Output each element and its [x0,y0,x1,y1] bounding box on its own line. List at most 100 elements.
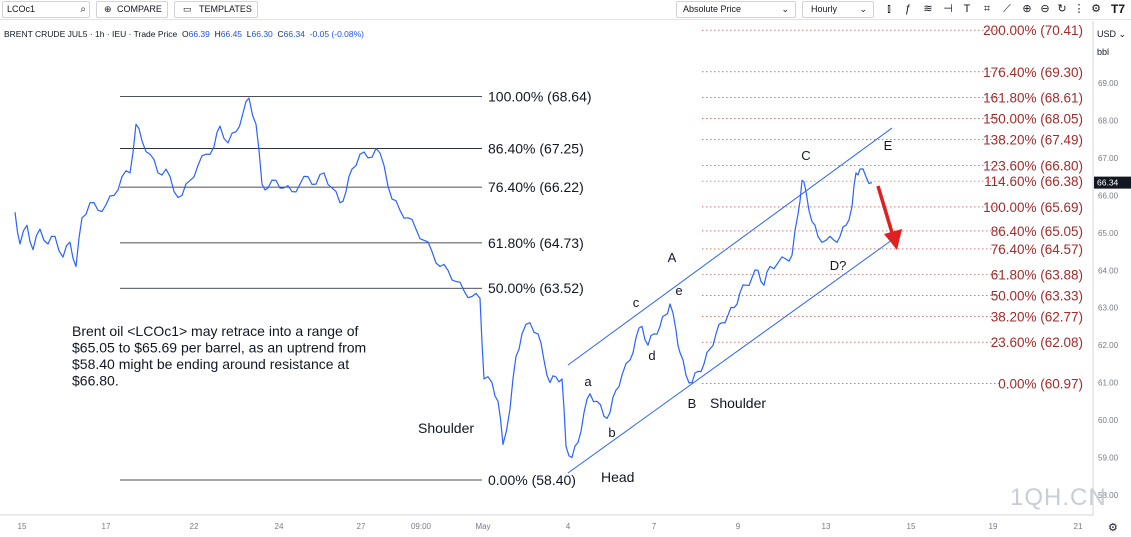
templates-button[interactable]: ▭ TEMPLATES [174,1,258,18]
compare-button[interactable]: ⊕ COMPARE [96,1,168,18]
low-label: L [246,29,252,39]
fib-left-label: 76.40% (66.22) [488,179,584,195]
x-tick-label: 24 [275,522,284,531]
y-tick-label: 69.00 [1098,79,1119,88]
annotation-text: $65.05 to $65.69 per barrel, as an uptre… [72,340,366,356]
x-tick-label: 4 [566,522,571,531]
y-tick-label: 67.00 [1098,154,1119,163]
y-tick-label: 64.00 [1098,266,1119,275]
wave-label: a [584,374,592,389]
wave-label: A [668,250,677,265]
price-type: Trade Price [133,29,178,39]
y-tick-label: 59.00 [1098,454,1119,463]
fib-left-label: 61.80% (64.73) [488,235,584,251]
fib-icon[interactable]: ⟋ [1003,3,1011,15]
pattern-label: Shoulder [710,395,766,411]
x-tick-label: 19 [989,522,998,531]
close-value: 66.34 [283,29,305,39]
annotation-text: $66.80. [72,373,119,389]
annotation-text: Brent oil <LCOc1> may retrace into a ran… [72,323,358,339]
text-icon[interactable]: T [963,3,971,15]
low-value: 66.30 [251,29,273,39]
unit-label: bbl [1097,47,1110,57]
fib-right-label: 200.00% (70.41) [983,23,1083,38]
x-tick-label: 15 [907,522,916,531]
wave-label: C [801,148,810,163]
y-tick-label: 61.00 [1098,379,1119,388]
search-icon[interactable]: ⌕ [80,4,86,15]
reset-icon[interactable]: ↻ [1057,3,1067,15]
x-tick-label: May [475,522,490,531]
fib-right-label: 0.00% (60.97) [998,377,1083,392]
wave-label: B [688,396,697,411]
last-price-value: 66.34 [1097,178,1119,188]
symbol-info-line: BRENT CRUDE JUL5 · 1h · IEU · Trade Pric… [4,29,365,39]
x-tick-label: 15 [18,522,27,531]
more-icon[interactable]: ⋮ [1073,3,1085,15]
down-arrow-shaft [876,185,895,237]
zoom-in-icon[interactable]: ⊕ [1022,3,1032,15]
indicators-icon[interactable]: ƒ [904,3,912,15]
y-tick-label: 65.00 [1098,229,1119,238]
wave-label: e [675,283,682,298]
fib-left-label: 100.00% (68.64) [488,88,592,104]
fib-right-label: 176.40% (69.30) [983,65,1083,80]
x-tick-label: 27 [357,522,366,531]
candles-icon[interactable]: ⫾ [887,3,891,15]
wave-icon[interactable]: ≋ [923,3,933,15]
fib-right-label: 161.80% (68.61) [983,91,1083,106]
x-tick-label: 22 [190,522,199,531]
fib-right-label: 138.20% (67.49) [983,133,1083,148]
fib-right-label: 50.00% (63.33) [991,288,1083,303]
compare-label: COMPARE [117,4,162,14]
wave-label: E [884,138,893,153]
interval-select[interactable]: Hourly ⌄ [802,1,874,18]
wave-label: b [608,425,615,440]
fib-left-label: 0.00% (58.40) [488,472,576,488]
pattern-label: Head [601,469,634,485]
y-tick-label: 63.00 [1098,304,1119,313]
channel-lower-line [567,239,893,474]
x-tick-label: 21 [1074,522,1083,531]
currency-select[interactable]: USD ⌄ [1097,29,1126,40]
x-tick-label: 7 [652,522,657,531]
price-mode-select[interactable]: Absolute Price ⌄ [676,1,796,18]
shapes-icon[interactable]: ⌗ [983,3,991,15]
chevron-down-icon: ⌄ [1118,29,1127,39]
down-arrow-head [884,229,902,250]
wave-label: d [648,348,655,363]
fib-right-label: 114.60% (66.38) [984,174,1083,189]
wave-label: D? [830,258,847,273]
y-tick-label: 60.00 [1098,416,1119,425]
x-tick-label: 9 [736,522,741,531]
price-chart[interactable]: 69.00 68.00 67.00 66.00 65.00 64.00 63.00 62.00… [0,21,1131,537]
fib-right-label: 38.20% (62.77) [991,309,1083,324]
x-tick-label: 13 [822,522,831,531]
annotation-text: $58.40 might be ending around resistance… [72,356,349,372]
top-toolbar: LCOc1 ⌕ ⊕ COMPARE ▭ TEMPLATES Absolute P… [0,0,1131,20]
channel-upper-line [567,127,893,366]
hline-icon[interactable]: ⊣ [943,3,953,15]
instrument-name: BRENT CRUDE JUL5 [4,29,88,39]
last-price-tag [1094,176,1131,189]
plus-circle-icon: ⊕ [104,4,112,14]
fib-right-label: 86.40% (65.05) [991,224,1083,239]
y-tick-label: 58.00 [1098,491,1119,500]
watermark: 1QH.CN [1010,484,1107,511]
interval-value: Hourly [811,4,838,14]
open-value: 66.39 [188,29,210,39]
gear-icon[interactable]: ⚙ [1091,3,1101,15]
currency-value: USD [1097,29,1117,39]
price-series-line [14,97,873,459]
symbol-search-input[interactable]: LCOc1 ⌕ [2,1,90,18]
axis-settings-icon[interactable]: ⚙ [1108,522,1118,534]
fib-right-label: 123.60% (66.80) [983,158,1083,173]
high-label: H [214,29,221,39]
zoom-out-icon[interactable]: ⊖ [1040,3,1050,15]
chevron-down-icon: ⌄ [859,4,867,14]
y-tick-label: 68.00 [1098,116,1119,125]
fib-right-label: 100.00% (65.69) [983,200,1083,215]
x-tick-label: 09:00 [411,522,432,531]
fib-left-label: 86.40% (67.25) [488,141,584,157]
y-tick-label: 62.00 [1098,341,1119,350]
